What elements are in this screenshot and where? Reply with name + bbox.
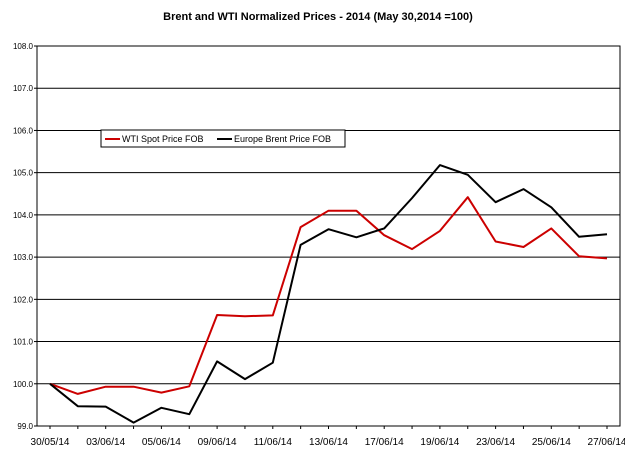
x-tick-label: 27/06/14: [588, 437, 625, 448]
y-tick-label: 107.0: [13, 84, 34, 93]
series-line-1: [49, 164, 608, 424]
legend-label-brent: Europe Brent Price FOB: [234, 134, 331, 144]
y-tick-label: 105.0: [13, 169, 34, 178]
legend-label-wti: WTI Spot Price FOB: [122, 134, 204, 144]
x-tick-label: 11/06/14: [254, 437, 293, 448]
y-tick-label: 100.0: [13, 380, 34, 389]
y-axis-ticks: 99.0 100.0 101.0 102.0 103.0 104.0 105.0 106.0 1…: [13, 42, 37, 431]
series-line-0: [49, 196, 608, 395]
y-tick-label: 106.0: [13, 126, 34, 135]
x-tick-label: 30/05/14: [31, 437, 70, 448]
x-tick-label: 13/06/14: [309, 437, 348, 448]
chart-title: Brent and WTI Normalized Prices - 2014 (…: [163, 11, 473, 23]
x-axis-ticks: 30/05/14 03/06/14 05/06/14 09/06/14 11/06/14…: [31, 426, 625, 448]
x-tick-label: 09/06/14: [198, 437, 237, 448]
x-tick-label: 05/06/14: [142, 437, 181, 448]
series-lines: [49, 164, 608, 424]
plot-area: [36, 45, 621, 427]
legend: WTI Spot Price FOB Europe Brent Price FO…: [100, 129, 346, 148]
y-tick-label: 103.0: [13, 253, 34, 262]
x-tick-label: 17/06/14: [365, 437, 404, 448]
y-tick-label: 99.0: [17, 422, 33, 431]
x-tick-label: 19/06/14: [420, 437, 459, 448]
y-tick-label: 102.0: [13, 295, 34, 304]
x-tick-label: 25/06/14: [532, 437, 571, 448]
x-tick-label: 03/06/14: [86, 437, 125, 448]
y-tick-label: 104.0: [13, 211, 34, 220]
x-tick-label: 23/06/14: [476, 437, 515, 448]
y-tick-label: 101.0: [13, 338, 34, 347]
y-tick-label: 108.0: [13, 42, 34, 51]
